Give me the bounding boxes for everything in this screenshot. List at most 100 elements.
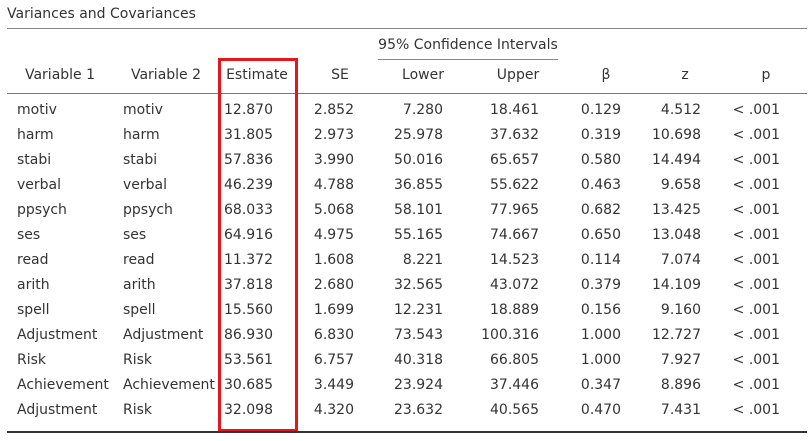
cell-estimate: 46.239 — [224, 177, 273, 193]
cell-estimate: 31.805 — [224, 127, 273, 143]
header-variable-2: Variable 2 — [130, 67, 202, 83]
table-title: Variances and Covariances — [7, 6, 196, 22]
cell-se: 2.852 — [313, 102, 354, 118]
cell-lower: 73.543 — [394, 327, 443, 343]
cell-variable-1: spell — [17, 302, 50, 318]
cell-lower: 23.632 — [394, 402, 443, 418]
header-lower: Lower — [402, 67, 444, 83]
cell-beta: 1.000 — [580, 327, 621, 343]
cell-se: 4.975 — [313, 227, 354, 243]
cell-se: 4.320 — [313, 402, 354, 418]
cell-beta: 0.319 — [580, 127, 621, 143]
cell-z: 7.074 — [660, 252, 701, 268]
cell-se: 6.757 — [313, 352, 354, 368]
cell-variable-1: Risk — [17, 352, 47, 368]
cell-p: < .001 — [732, 377, 780, 393]
cell-variable-1: ses — [17, 227, 41, 243]
cell-se: 4.788 — [313, 177, 354, 193]
cell-lower: 7.280 — [402, 102, 443, 118]
cell-variable-1: read — [17, 252, 49, 268]
cell-estimate: 57.836 — [224, 152, 273, 168]
cell-p: < .001 — [732, 102, 780, 118]
cell-se: 1.699 — [313, 302, 354, 318]
cell-estimate: 68.033 — [224, 202, 273, 218]
cell-lower: 12.231 — [394, 302, 443, 318]
cell-estimate: 37.818 — [224, 277, 273, 293]
cell-variable-2: Risk — [123, 352, 153, 368]
cell-beta: 0.650 — [580, 227, 621, 243]
cell-variable-2: ses — [123, 227, 147, 243]
cell-p: < .001 — [732, 402, 780, 418]
cell-upper: 77.965 — [490, 202, 539, 218]
cell-estimate: 32.098 — [224, 402, 273, 418]
cell-lower: 8.221 — [402, 252, 443, 268]
cell-lower: 40.318 — [394, 352, 443, 368]
cell-se: 3.990 — [313, 152, 354, 168]
cell-upper: 43.072 — [490, 277, 539, 293]
cell-lower: 36.855 — [394, 177, 443, 193]
cell-se: 5.068 — [313, 202, 354, 218]
cell-se: 3.449 — [313, 377, 354, 393]
bottom-rule — [7, 431, 807, 433]
cell-estimate: 15.560 — [224, 302, 273, 318]
cell-z: 10.698 — [652, 127, 701, 143]
ci-header: 95% Confidence Intervals — [378, 37, 558, 53]
cell-variable-2: harm — [123, 127, 160, 143]
header-beta: β — [601, 67, 611, 83]
header-p: p — [761, 67, 771, 83]
cell-variable-2: read — [123, 252, 155, 268]
cell-variable-1: Adjustment — [17, 327, 98, 343]
cell-variable-2: motiv — [123, 102, 163, 118]
top-rule — [7, 28, 807, 29]
cell-variable-1: motiv — [17, 102, 57, 118]
cell-z: 13.425 — [652, 202, 701, 218]
cell-estimate: 86.930 — [224, 327, 273, 343]
header-se: SE — [331, 67, 349, 83]
cell-z: 7.927 — [660, 352, 701, 368]
cell-upper: 18.461 — [490, 102, 539, 118]
cell-upper: 37.446 — [490, 377, 539, 393]
cell-upper: 37.632 — [490, 127, 539, 143]
cell-p: < .001 — [732, 202, 780, 218]
cell-z: 14.494 — [652, 152, 701, 168]
cell-beta: 0.129 — [580, 102, 621, 118]
cell-variable-1: Achievement — [17, 377, 109, 393]
cell-estimate: 30.685 — [224, 377, 273, 393]
cell-upper: 66.805 — [490, 352, 539, 368]
cell-variable-2: spell — [123, 302, 156, 318]
cell-variable-1: stabi — [17, 152, 52, 168]
cell-z: 9.160 — [660, 302, 701, 318]
cell-upper: 55.622 — [490, 177, 539, 193]
cell-upper: 100.316 — [481, 327, 539, 343]
cell-p: < .001 — [732, 327, 780, 343]
cell-lower: 58.101 — [394, 202, 443, 218]
cell-lower: 23.924 — [394, 377, 443, 393]
cell-z: 7.431 — [660, 402, 701, 418]
cell-z: 14.109 — [652, 277, 701, 293]
cell-variable-2: ppsych — [123, 202, 173, 218]
cell-beta: 0.156 — [580, 302, 621, 318]
cell-z: 12.727 — [652, 327, 701, 343]
cell-variable-1: ppsych — [17, 202, 67, 218]
cell-beta: 0.379 — [580, 277, 621, 293]
cell-beta: 0.470 — [580, 402, 621, 418]
cell-z: 8.896 — [660, 377, 701, 393]
cell-variable-2: verbal — [123, 177, 168, 193]
header-upper: Upper — [496, 67, 540, 83]
cell-variable-1: harm — [17, 127, 54, 143]
ci-underline — [378, 59, 558, 60]
cell-beta: 1.000 — [580, 352, 621, 368]
cell-beta: 0.580 — [580, 152, 621, 168]
cell-variable-2: stabi — [123, 152, 158, 168]
cell-beta: 0.114 — [580, 252, 621, 268]
cell-upper: 40.565 — [490, 402, 539, 418]
cell-p: < .001 — [732, 352, 780, 368]
header-variable-1: Variable 1 — [24, 67, 96, 83]
cell-variable-2: Risk — [123, 402, 153, 418]
cell-lower: 50.016 — [394, 152, 443, 168]
cell-se: 2.680 — [313, 277, 354, 293]
cell-p: < .001 — [732, 127, 780, 143]
cell-variable-1: arith — [17, 277, 50, 293]
cell-p: < .001 — [732, 302, 780, 318]
cell-variable-2: Achievement — [123, 377, 215, 393]
